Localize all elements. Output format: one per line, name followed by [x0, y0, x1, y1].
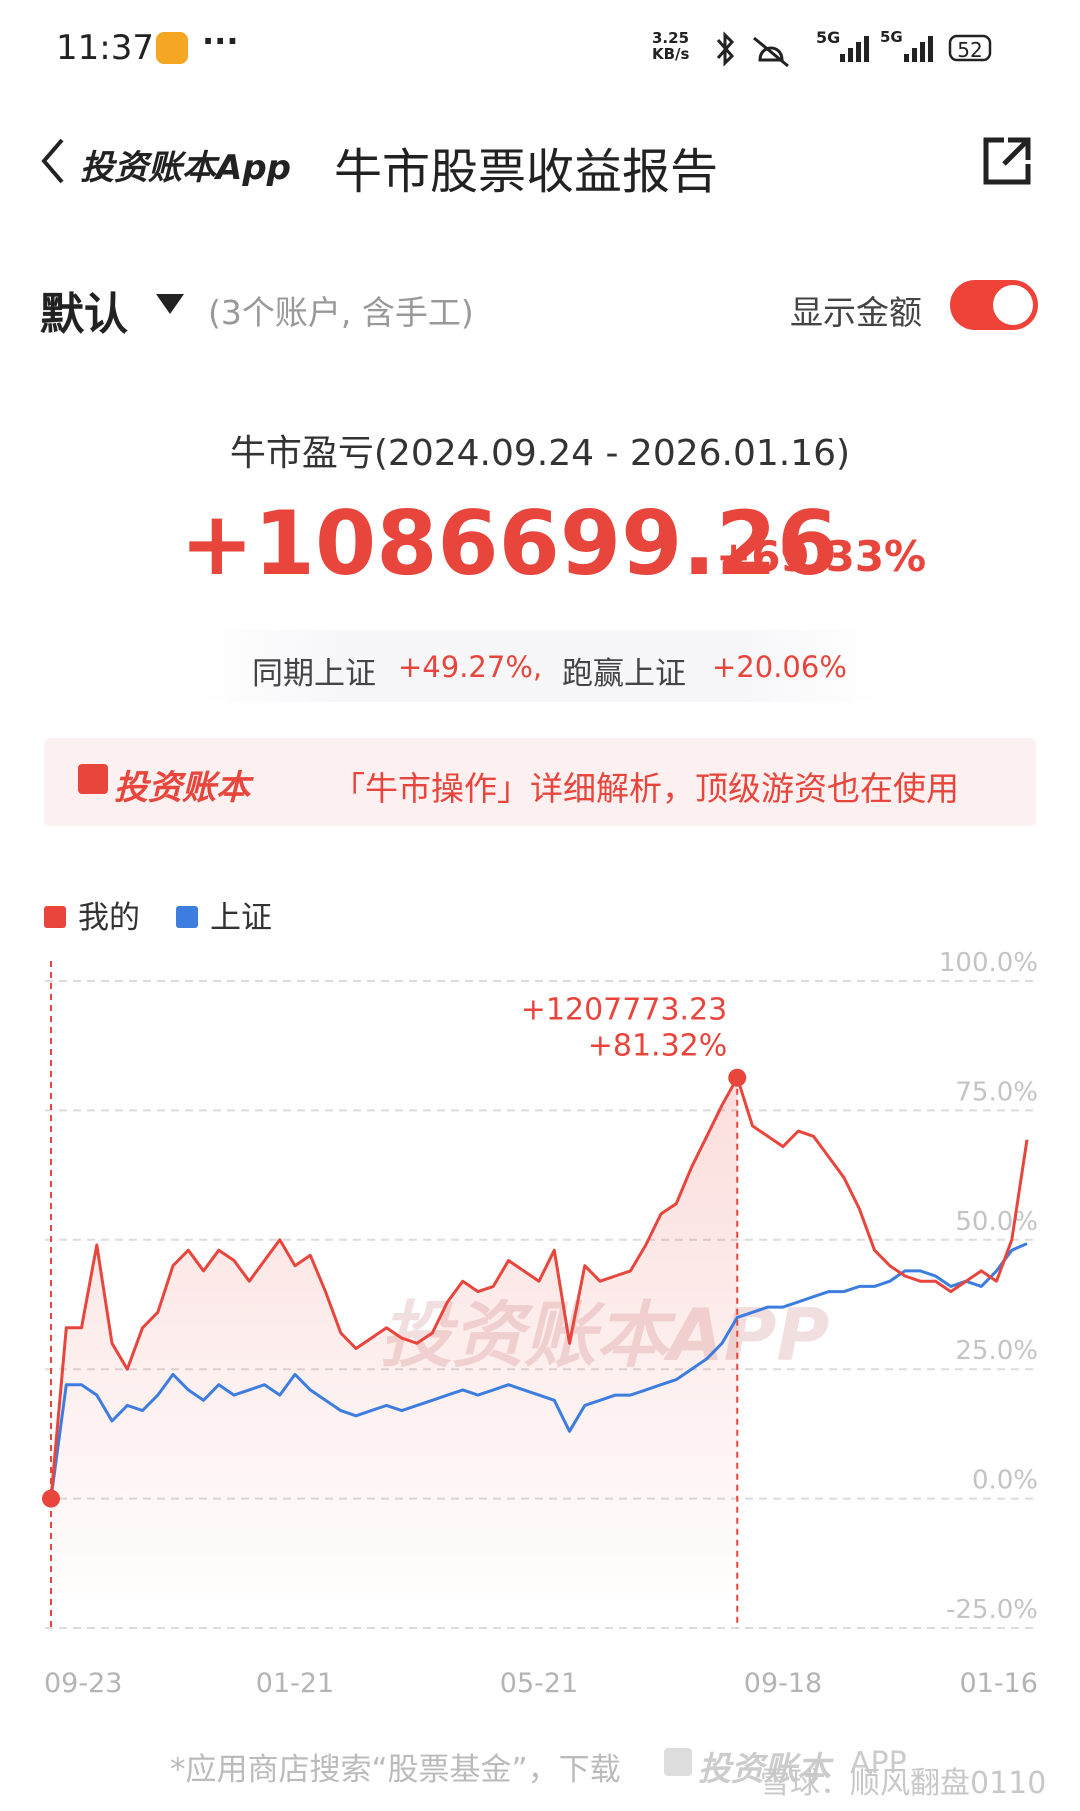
xueqiu-watermark: 雪球：顺风翻盘0110 [760, 1766, 1047, 1801]
series-line [49, 1076, 1029, 1499]
footer-logo-icon [664, 1748, 692, 1776]
profit-percent: +69.33% [716, 532, 927, 581]
promo-banner[interactable] [44, 738, 1036, 826]
point-marker [42, 1489, 60, 1508]
bluetooth-icon [716, 31, 735, 67]
signal-bar [904, 54, 909, 62]
legend-swatch [176, 906, 198, 928]
peak-annotation: +81.32% [588, 1029, 728, 1064]
point-marker [728, 1068, 747, 1087]
y-tick-label: -25.0% [946, 1595, 1038, 1625]
y-tick-label: 50.0% [955, 1207, 1038, 1237]
x-tick-label: 05-21 [500, 1668, 578, 1699]
battery-level: 52 [957, 38, 983, 62]
battery-icon [948, 34, 992, 62]
net-speed: 3.25 KB/s [652, 29, 690, 63]
share-button[interactable] [982, 136, 1032, 186]
series-line [49, 1242, 1028, 1499]
comparison-bg [200, 630, 880, 702]
y-tick-label: 100.0% [939, 948, 1038, 978]
banner-text: 「牛市操作」详细解析，顶级游资也在使用 [332, 769, 959, 808]
y-tick-label: 75.0% [955, 1077, 1038, 1107]
account-detail: (3个账户, 含手工) [208, 293, 474, 332]
index-label: 同期上证 [252, 656, 376, 692]
status-time: 11:37 [56, 28, 154, 68]
net-label: 5G [816, 28, 841, 47]
signal-bar [864, 36, 869, 62]
x-tick-label: 09-23 [44, 1668, 122, 1699]
x-tick-label: 01-16 [960, 1668, 1038, 1699]
x-tick-label: 09-18 [744, 1668, 822, 1699]
toggle-switch[interactable] [950, 280, 1038, 330]
signal-bar [912, 48, 917, 62]
net-label: 5G [880, 28, 903, 46]
y-tick-label: 0.0% [972, 1466, 1038, 1496]
profit-amount: +1086699.26 [180, 492, 839, 595]
signal-bar [848, 48, 853, 62]
signal-bar [920, 42, 925, 62]
app-name: 投资账本App [80, 148, 291, 188]
footer-logo: 投资账本 [698, 1749, 830, 1788]
footer-suffix: APP [850, 1746, 907, 1781]
beat-label: 跑赢上证 [562, 656, 686, 692]
signal-bar [856, 42, 861, 62]
legend-label: 我的 [78, 900, 140, 936]
toggle-label: 显示金额 [790, 293, 922, 332]
signal-bar [840, 54, 845, 62]
summary-period: 牛市盈亏(2024.09.24 - 2026.01.16) [229, 433, 851, 474]
mute-slash [753, 36, 789, 68]
more-dots: ··· [202, 22, 239, 60]
app-icon [156, 32, 188, 64]
legend-label: 上证 [210, 900, 272, 936]
x-tick-label: 01-21 [256, 1668, 334, 1699]
dropdown-arrow[interactable] [154, 292, 186, 316]
peak-annotation: +1207773.23 [521, 993, 727, 1028]
area-fill [51, 1077, 738, 1628]
banner-logo: 投资账本 [114, 768, 250, 808]
legend-swatch [44, 906, 66, 928]
signal-icons [840, 34, 992, 62]
status-icons [716, 31, 789, 68]
signal-bar [928, 36, 933, 62]
account-name[interactable]: 默认 [40, 289, 128, 340]
footer-text: *应用商店搜索“股票基金”，下载 [170, 1752, 621, 1788]
beat-percent: +20.06% [712, 650, 847, 684]
index-percent: +49.27%, [398, 650, 543, 684]
page-title: 牛市股票收益报告 [334, 144, 719, 200]
banner-logo-icon [78, 764, 108, 794]
back-button[interactable] [38, 136, 68, 186]
y-tick-label: 25.0% [955, 1336, 1038, 1366]
